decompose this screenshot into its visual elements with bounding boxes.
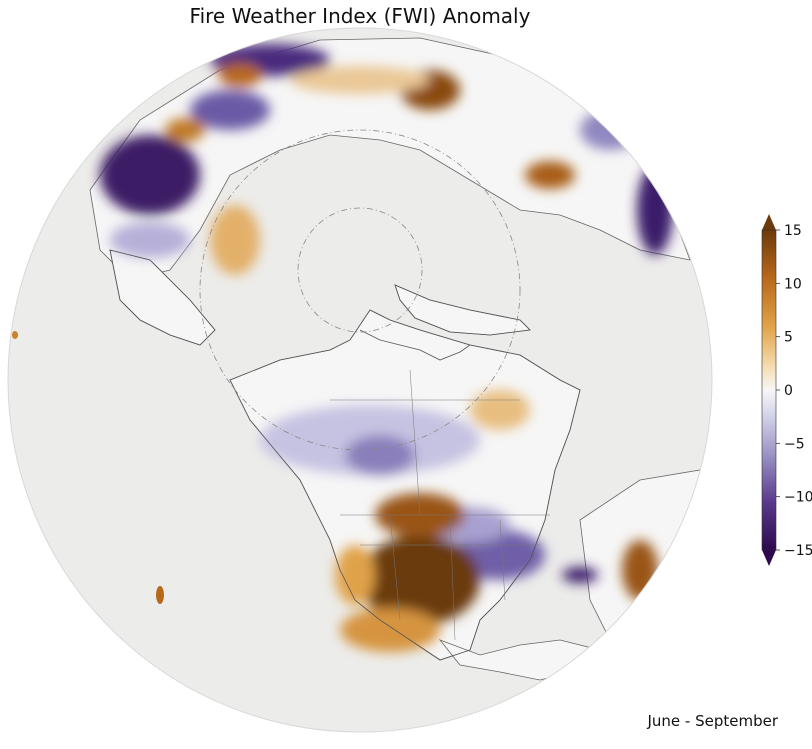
- coastlines: [109, 249, 581, 661]
- colorbar-tick-label: 15: [784, 223, 802, 239]
- anomaly-pos-mexico-edge: [340, 608, 440, 652]
- polar-circle-inner: [297, 207, 423, 333]
- colorbar-gradient: [761, 229, 777, 551]
- anomaly-neg-canada-core: [345, 435, 415, 475]
- political-boundaries: [330, 369, 550, 641]
- colorbar-tick-label: −10: [784, 490, 812, 506]
- anomaly-neg-siberia-west: [100, 135, 200, 215]
- polar-circle-outer: [199, 129, 521, 451]
- map-title: Fire Weather Index (FWI) Anomaly: [189, 4, 531, 28]
- anomaly-pos-siberia-northwest: [218, 63, 262, 87]
- anomaly-neg-alaska: [110, 222, 190, 258]
- colorbar-tick-label: 10: [784, 276, 802, 292]
- anomaly-pos-west-dot: [12, 331, 18, 339]
- globe-outline: [7, 27, 713, 733]
- colorbar-bottom-extend: [762, 550, 776, 566]
- anomaly-pos-west-coast: [335, 545, 375, 605]
- anomaly-pos-far-east: [525, 161, 575, 189]
- anomaly-pos-north-ridge: [290, 66, 430, 94]
- anomaly-pos-hawaii: [156, 586, 164, 604]
- anomaly-pos-siberia-south: [165, 118, 205, 142]
- colorbar-tick-label: −15: [784, 543, 812, 559]
- colorbar-tick-label: 0: [784, 383, 793, 399]
- colorbar-top-extend: [762, 214, 776, 230]
- colorbar-tick-label: −5: [784, 436, 805, 452]
- anomaly-neg-siberia-central: [190, 90, 270, 130]
- colorbar-tick-label: 5: [784, 330, 793, 346]
- colorbar-ticks: 15 10 5 0 −5 −10 −15: [776, 223, 812, 559]
- anomaly-pos-chukotka: [210, 205, 260, 275]
- anomaly-pos-southwest-us: [360, 535, 480, 625]
- period-label: June - September: [647, 712, 778, 730]
- anomaly-neg-caribbean: [562, 567, 598, 583]
